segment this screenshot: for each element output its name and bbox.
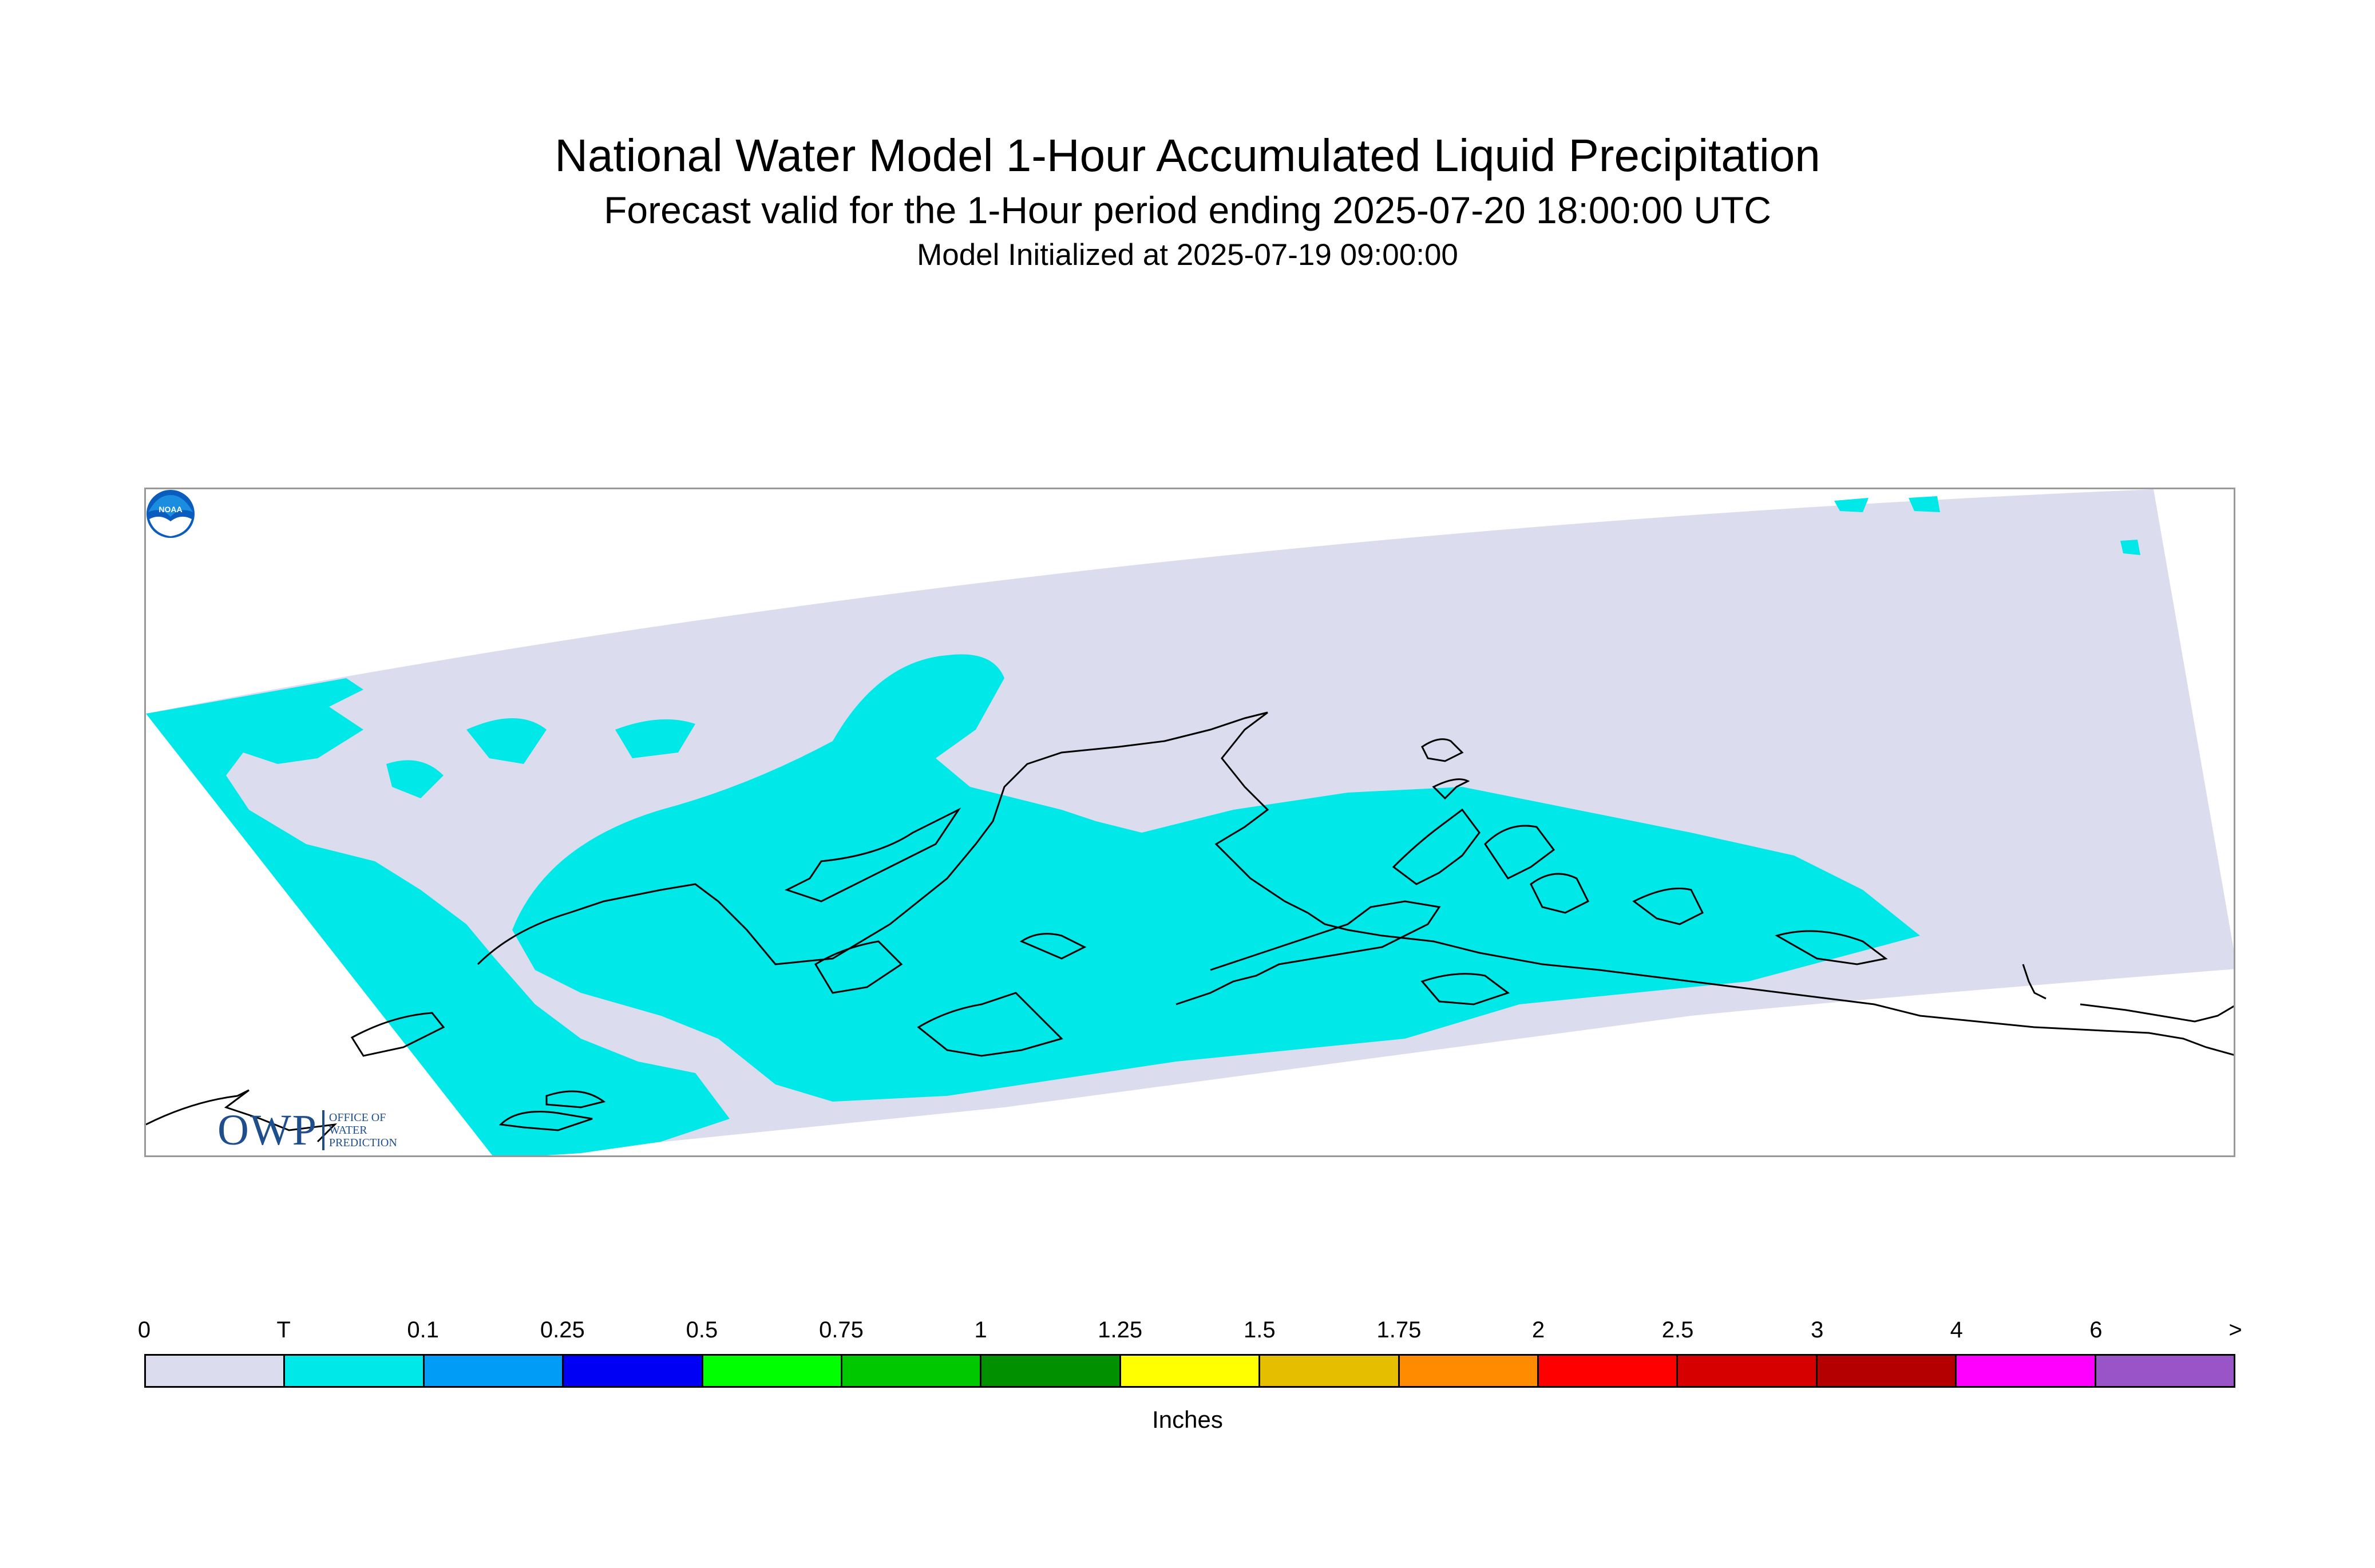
colorbar-cell-11 (1678, 1356, 1818, 1386)
colorbar-tick-label: T (276, 1317, 291, 1343)
colorbar-tick-label: 1 (974, 1317, 987, 1343)
colorbar-cell-2 (424, 1356, 564, 1386)
colorbar-cell-0 (146, 1356, 286, 1386)
colorbar-cell-13 (1957, 1356, 2096, 1386)
owp-logo-letters: OWP (217, 1106, 318, 1154)
colorbar-tick-label: 2 (1531, 1317, 1545, 1343)
owp-logo-divider (322, 1110, 324, 1150)
colorbar (144, 1354, 2235, 1388)
colorbar-tick-label: 4 (1950, 1317, 1963, 1343)
colorbar-cell-9 (1399, 1356, 1539, 1386)
noaa-logo-text: NOAA (159, 505, 182, 514)
colorbar-units-label: Inches (1152, 1406, 1223, 1433)
colorbar-cell-8 (1260, 1356, 1400, 1386)
colorbar-tick-label: 0 (137, 1317, 151, 1343)
colorbar-cell-7 (1121, 1356, 1261, 1386)
colorbar-cell-4 (703, 1356, 843, 1386)
coastline (146, 711, 2234, 1143)
map-canvas (146, 489, 2234, 1155)
colorbar-cell-10 (1539, 1356, 1679, 1386)
colorbar-tick-label: 0.75 (819, 1317, 864, 1343)
colorbar-tick-label: 6 (2089, 1317, 2103, 1343)
colorbar-cell-5 (842, 1356, 982, 1386)
model-initialized-line: Model Initialized at 2025-07-19 09:00:00 (917, 238, 1458, 272)
colorbar-tick-label: 0.1 (407, 1317, 439, 1343)
noaa-logo-icon: NOAA (147, 490, 195, 538)
owp-logo-text: OFFICE OF WATER PREDICTION (328, 1111, 397, 1149)
forecast-valid-subtitle: Forecast valid for the 1-Hour period end… (604, 189, 1771, 231)
colorbar-tick-label: 1.5 (1243, 1317, 1276, 1343)
colorbar-tick-label: 3 (1811, 1317, 1824, 1343)
colorbar-tick-label: 2.5 (1661, 1317, 1694, 1343)
page-title: National Water Model 1-Hour Accumulated … (555, 130, 1820, 181)
colorbar-tick-label: 0.25 (540, 1317, 585, 1343)
colorbar-tick-label: 0.5 (686, 1317, 718, 1343)
colorbar-cell-3 (564, 1356, 703, 1386)
map-panel: OWP OFFICE OF WATER PREDICTION NOAA (144, 488, 2235, 1157)
colorbar-cell-14 (2096, 1356, 2234, 1386)
owp-logo: OWP OFFICE OF WATER PREDICTION (217, 1107, 397, 1153)
colorbar-tick-label: > (2228, 1317, 2242, 1343)
colorbar-cell-12 (1817, 1356, 1957, 1386)
colorbar-tick-label: 1.75 (1376, 1317, 1422, 1343)
trace-precip-areas (146, 496, 2140, 1155)
colorbar-cell-1 (285, 1356, 425, 1386)
colorbar-cell-6 (981, 1356, 1121, 1386)
colorbar-tick-label: 1.25 (1098, 1317, 1143, 1343)
